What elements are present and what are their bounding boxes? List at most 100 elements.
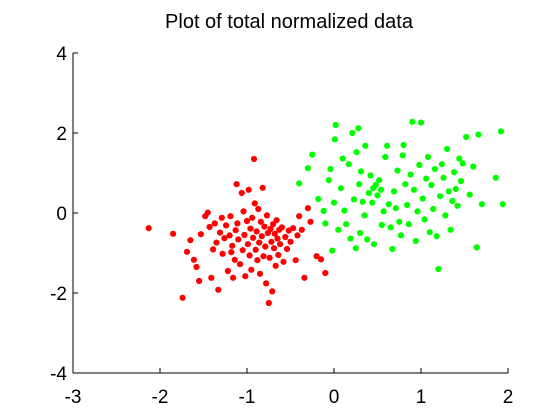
data-point-red (254, 257, 261, 264)
data-point-green (355, 125, 362, 132)
data-point-red (223, 222, 230, 229)
data-point-green (437, 193, 444, 200)
data-point-red (179, 294, 186, 301)
data-point-green (456, 155, 463, 162)
y-tick-label: 0 (56, 204, 67, 225)
data-point-red (266, 254, 273, 261)
data-point-red (307, 218, 314, 225)
data-point-green (454, 202, 461, 209)
x-tick-label: -1 (239, 387, 256, 408)
data-point-green (470, 163, 477, 170)
data-point-red (231, 256, 238, 263)
data-point-red (229, 242, 236, 249)
data-point-red (261, 223, 268, 230)
data-point-red (247, 225, 254, 232)
data-point-red (267, 225, 274, 233)
data-point-red (275, 251, 282, 259)
data-point-green (339, 155, 346, 162)
data-point-green (353, 149, 360, 156)
data-point-green (309, 151, 316, 158)
data-point-red (215, 286, 222, 293)
data-point-green (330, 199, 338, 206)
data-point-green (352, 245, 359, 252)
data-point-red (226, 232, 233, 239)
data-point-red (263, 280, 270, 287)
x-tick-label: -3 (65, 387, 82, 408)
data-point-red (248, 266, 255, 273)
data-point-green (322, 220, 329, 227)
data-point-green (396, 218, 403, 225)
data-point-green (428, 181, 435, 189)
data-point-green (447, 226, 454, 233)
data-point-red (238, 189, 245, 197)
data-point-red (193, 263, 200, 271)
data-point-red (322, 269, 329, 277)
data-point-green (357, 229, 364, 237)
data-point-green (416, 161, 423, 169)
data-point-green (347, 235, 354, 242)
data-point-red (224, 267, 231, 275)
data-point-red (197, 231, 204, 238)
data-point-red (218, 214, 225, 221)
data-point-green (315, 195, 322, 203)
x-tick-label: 0 (329, 387, 340, 408)
y-tick-label: 2 (56, 124, 67, 145)
data-point-red (204, 209, 211, 216)
data-point-red (245, 186, 252, 193)
y-tick-label: -4 (50, 364, 67, 385)
x-axis: -3 -2 -1 0 1 2 (65, 368, 513, 408)
data-point-green (407, 171, 414, 178)
chart-title: Plot of total normalized data (165, 11, 414, 33)
data-point-red (240, 208, 247, 215)
data-point-red (250, 155, 258, 163)
data-point-green (374, 192, 381, 199)
data-point-green (357, 168, 365, 175)
data-point-red (290, 225, 297, 232)
data-point-red (253, 228, 260, 235)
data-point-red (233, 181, 240, 188)
data-point-red (216, 229, 224, 236)
data-point-red (257, 218, 264, 225)
data-point-green (376, 177, 383, 184)
data-point-red (243, 217, 251, 225)
data-points (145, 118, 506, 307)
data-point-green (445, 188, 452, 195)
data-point-green (362, 142, 369, 149)
data-point-green (442, 212, 449, 219)
data-point-green (296, 180, 303, 187)
data-point-green (405, 221, 412, 228)
data-point-red (277, 241, 284, 248)
data-point-red (294, 232, 301, 239)
data-point-green (384, 142, 391, 149)
x-tick-label: 1 (416, 387, 427, 408)
data-point-green (356, 181, 363, 188)
data-point-red (274, 235, 281, 242)
data-point-green (365, 189, 372, 197)
data-point-green (400, 141, 407, 149)
data-point-red (170, 230, 177, 237)
data-point-green (372, 181, 379, 189)
data-point-green (475, 131, 482, 138)
data-point-red (262, 243, 269, 250)
data-point-green (394, 167, 401, 174)
data-point-red (269, 288, 276, 295)
data-point-red (250, 234, 257, 241)
data-point-red (244, 241, 251, 248)
data-point-red (221, 235, 228, 242)
data-point-green (332, 121, 339, 129)
data-point-red (265, 299, 272, 307)
data-point-green (377, 186, 385, 193)
data-point-green (435, 265, 442, 273)
data-point-green (452, 185, 459, 193)
data-point-green (419, 195, 426, 202)
data-point-green (423, 175, 430, 182)
data-point-green (320, 207, 327, 215)
data-point-green (412, 237, 419, 245)
data-point-green (331, 136, 338, 143)
data-point-red (145, 225, 152, 232)
data-point-green (392, 205, 399, 212)
data-point-red (206, 223, 213, 231)
data-point-red (260, 253, 267, 260)
plot-area (72, 53, 508, 374)
